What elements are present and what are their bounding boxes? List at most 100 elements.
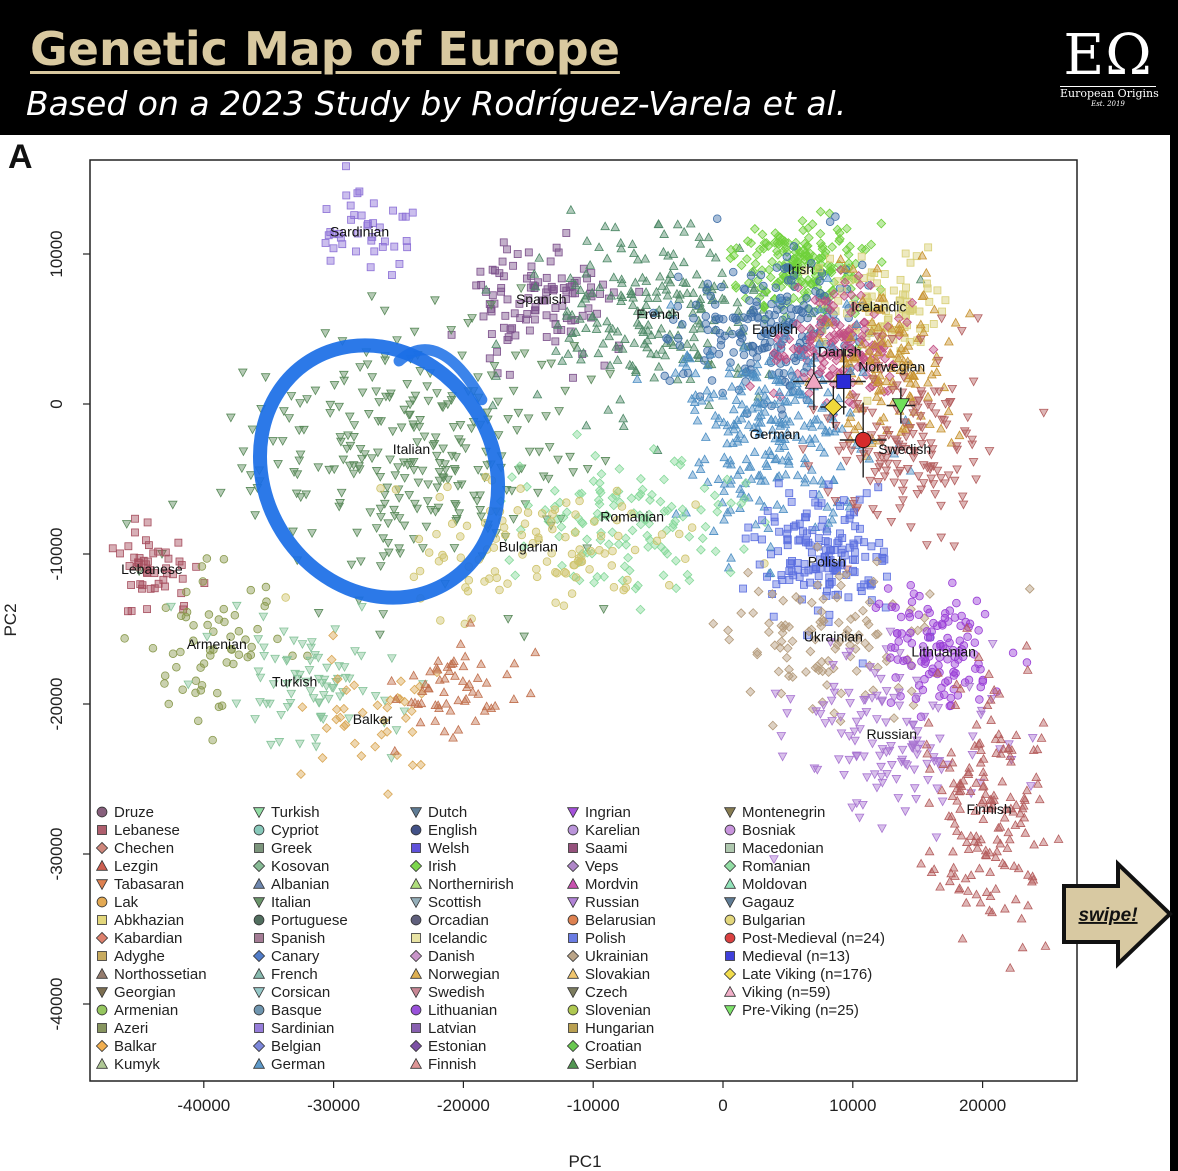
data-point-ukrainian xyxy=(781,652,792,663)
data-point-french xyxy=(594,282,605,291)
data-point-italian xyxy=(273,460,283,469)
data-point-russian xyxy=(858,800,868,810)
data-point-french xyxy=(618,421,629,431)
data-point-french xyxy=(610,222,621,232)
data-point-finnish xyxy=(960,873,971,883)
data-point-italian xyxy=(565,452,575,462)
legend-label-medieval-n-13: Medieval (n=13) xyxy=(742,948,850,965)
data-point-swedish xyxy=(958,500,969,510)
data-point-lithuanian xyxy=(972,596,982,606)
data-point-finnish xyxy=(954,884,964,894)
data-point-norwegian xyxy=(873,347,884,357)
data-point-italian xyxy=(236,464,247,474)
data-point-french xyxy=(575,285,586,294)
data-point-lithuanian xyxy=(948,645,958,655)
data-point-spanish xyxy=(506,325,515,334)
data-point-french xyxy=(604,323,615,333)
cluster-label-french: French xyxy=(636,306,680,322)
data-point-russian xyxy=(836,729,847,739)
data-point-english xyxy=(767,299,776,309)
data-point-norwegian xyxy=(950,317,961,327)
data-point-lithuanian xyxy=(928,664,938,673)
legend-swatch-gagauz xyxy=(723,897,737,909)
legend-label-slovenian: Slovenian xyxy=(585,1002,651,1019)
swipe-button[interactable]: swipe! xyxy=(1062,859,1173,969)
data-point-russian xyxy=(876,772,887,782)
data-point-swedish xyxy=(908,447,919,456)
data-point-norwegian xyxy=(866,326,877,335)
data-point-polish xyxy=(844,593,853,602)
data-point-english xyxy=(669,315,678,324)
data-point-italian xyxy=(268,437,278,446)
data-point-german xyxy=(762,461,773,470)
data-point-romanian xyxy=(666,501,677,512)
data-point-danish xyxy=(879,386,890,397)
data-point-german xyxy=(775,420,786,430)
data-point-lebanese xyxy=(138,584,146,593)
data-point-english xyxy=(825,217,835,226)
data-point-polish xyxy=(825,579,834,588)
data-point-french xyxy=(732,297,743,307)
data-point-finnish xyxy=(1038,717,1049,727)
data-point-finnish xyxy=(924,846,935,856)
data-point-russian xyxy=(828,661,838,670)
data-point-finnish xyxy=(978,753,989,763)
data-point-norwegian xyxy=(915,319,926,329)
data-point-russian xyxy=(875,751,885,761)
data-point-bulgarian xyxy=(439,553,449,562)
data-point-armenian xyxy=(204,610,214,619)
data-point-lithuanian xyxy=(958,652,968,662)
data-point-romanian xyxy=(710,546,721,557)
data-point-bulgarian xyxy=(513,506,522,515)
data-point-unlabeled xyxy=(453,695,464,705)
data-point-polish xyxy=(795,535,804,544)
data-point-russian xyxy=(776,732,787,741)
y-tick-label: 10000 xyxy=(47,230,66,277)
data-point-bulgarian xyxy=(415,566,425,576)
legend-swatch-saami xyxy=(568,843,578,853)
data-point-finnish xyxy=(1031,772,1042,781)
data-point-spanish xyxy=(522,315,530,324)
data-point-swedish xyxy=(877,453,887,462)
data-point-ukrainian xyxy=(872,629,883,639)
data-point-swedish xyxy=(918,479,929,488)
data-point-finnish xyxy=(978,795,989,805)
data-point-turkish xyxy=(297,640,308,650)
data-point-icelandic xyxy=(895,296,904,305)
data-point-unlabeled xyxy=(389,745,400,755)
data-point-german xyxy=(708,526,719,535)
data-point-sardinian xyxy=(389,206,397,215)
data-point-lithuanian xyxy=(943,633,952,643)
data-point-romanian xyxy=(695,544,706,555)
data-point-swedish xyxy=(916,485,927,495)
legend-label-northossetian: Northossetian xyxy=(114,966,207,983)
data-point-ukrainian xyxy=(850,644,861,654)
data-point-ukrainian xyxy=(861,615,872,626)
data-point-swedish xyxy=(913,472,924,482)
data-point-polish xyxy=(875,538,884,547)
data-point-russian xyxy=(933,704,944,713)
swipe-label[interactable]: swipe! xyxy=(1078,905,1137,926)
data-point-russian xyxy=(894,688,905,698)
data-point-bulgarian xyxy=(561,569,571,578)
data-point-finnish xyxy=(955,803,966,813)
data-point-ukrainian xyxy=(841,629,851,639)
data-point-italian xyxy=(538,472,549,482)
data-point-finnish xyxy=(956,830,967,840)
data-point-italian xyxy=(357,388,368,398)
data-point-irish xyxy=(787,271,798,281)
data-point-turkish xyxy=(305,656,316,666)
legend-swatch-karelian xyxy=(567,824,579,836)
data-point-polish xyxy=(741,534,750,543)
data-point-lithuanian xyxy=(907,597,917,607)
data-point-french xyxy=(672,374,683,384)
data-point-swedish xyxy=(846,446,857,456)
data-point-german xyxy=(726,459,736,469)
data-point-danish xyxy=(824,347,834,358)
data-point-german xyxy=(737,399,747,409)
data-point-french xyxy=(653,218,664,228)
data-point-bulgarian xyxy=(456,553,466,562)
data-point-polish xyxy=(867,542,876,551)
data-point-polish xyxy=(850,548,859,557)
data-point-french xyxy=(567,328,578,337)
